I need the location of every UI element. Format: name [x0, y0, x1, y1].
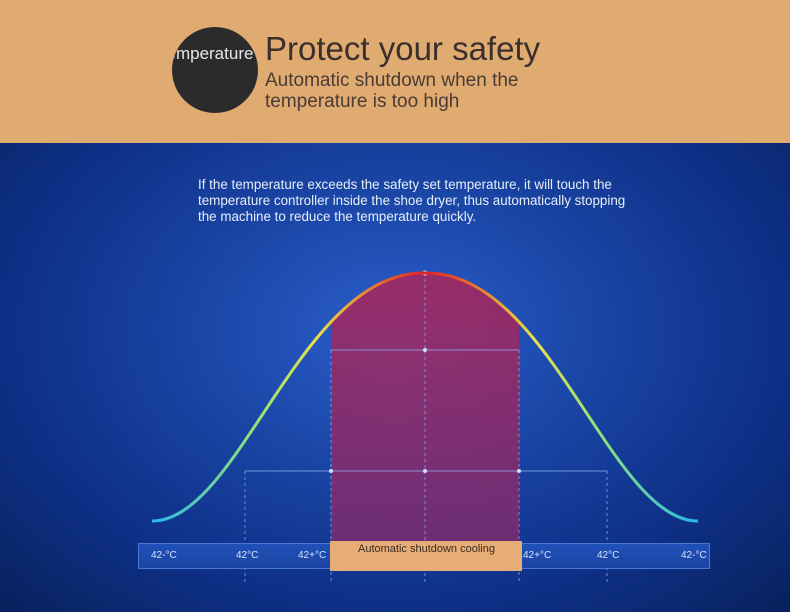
- page-subtitle: Automatic shutdown when the temperature …: [265, 70, 519, 112]
- tick-label: 42-°C: [151, 550, 177, 561]
- main-panel: If the temperature exceeds the safety se…: [0, 143, 790, 612]
- tick-label: 42°C: [236, 550, 259, 561]
- tick-label: 42-°C: [681, 550, 707, 561]
- tick-label: 42+°C: [523, 550, 552, 561]
- tick-label: 42+°C: [298, 550, 327, 561]
- top-banner: Temperature control Protect your safety …: [0, 0, 790, 143]
- page-title: Protect your safety: [265, 30, 541, 67]
- tick-label: 42°C: [597, 550, 620, 561]
- badge-label: Temperature control: [172, 44, 258, 63]
- temperature-control-badge: Temperature control: [172, 27, 258, 113]
- description-text: If the temperature exceeds the safety se…: [198, 177, 626, 224]
- temperature-curve: [151, 271, 699, 523]
- shutdown-callout: Automatic shutdown cooling: [330, 541, 522, 571]
- temperature-curve-graphic: [151, 270, 699, 583]
